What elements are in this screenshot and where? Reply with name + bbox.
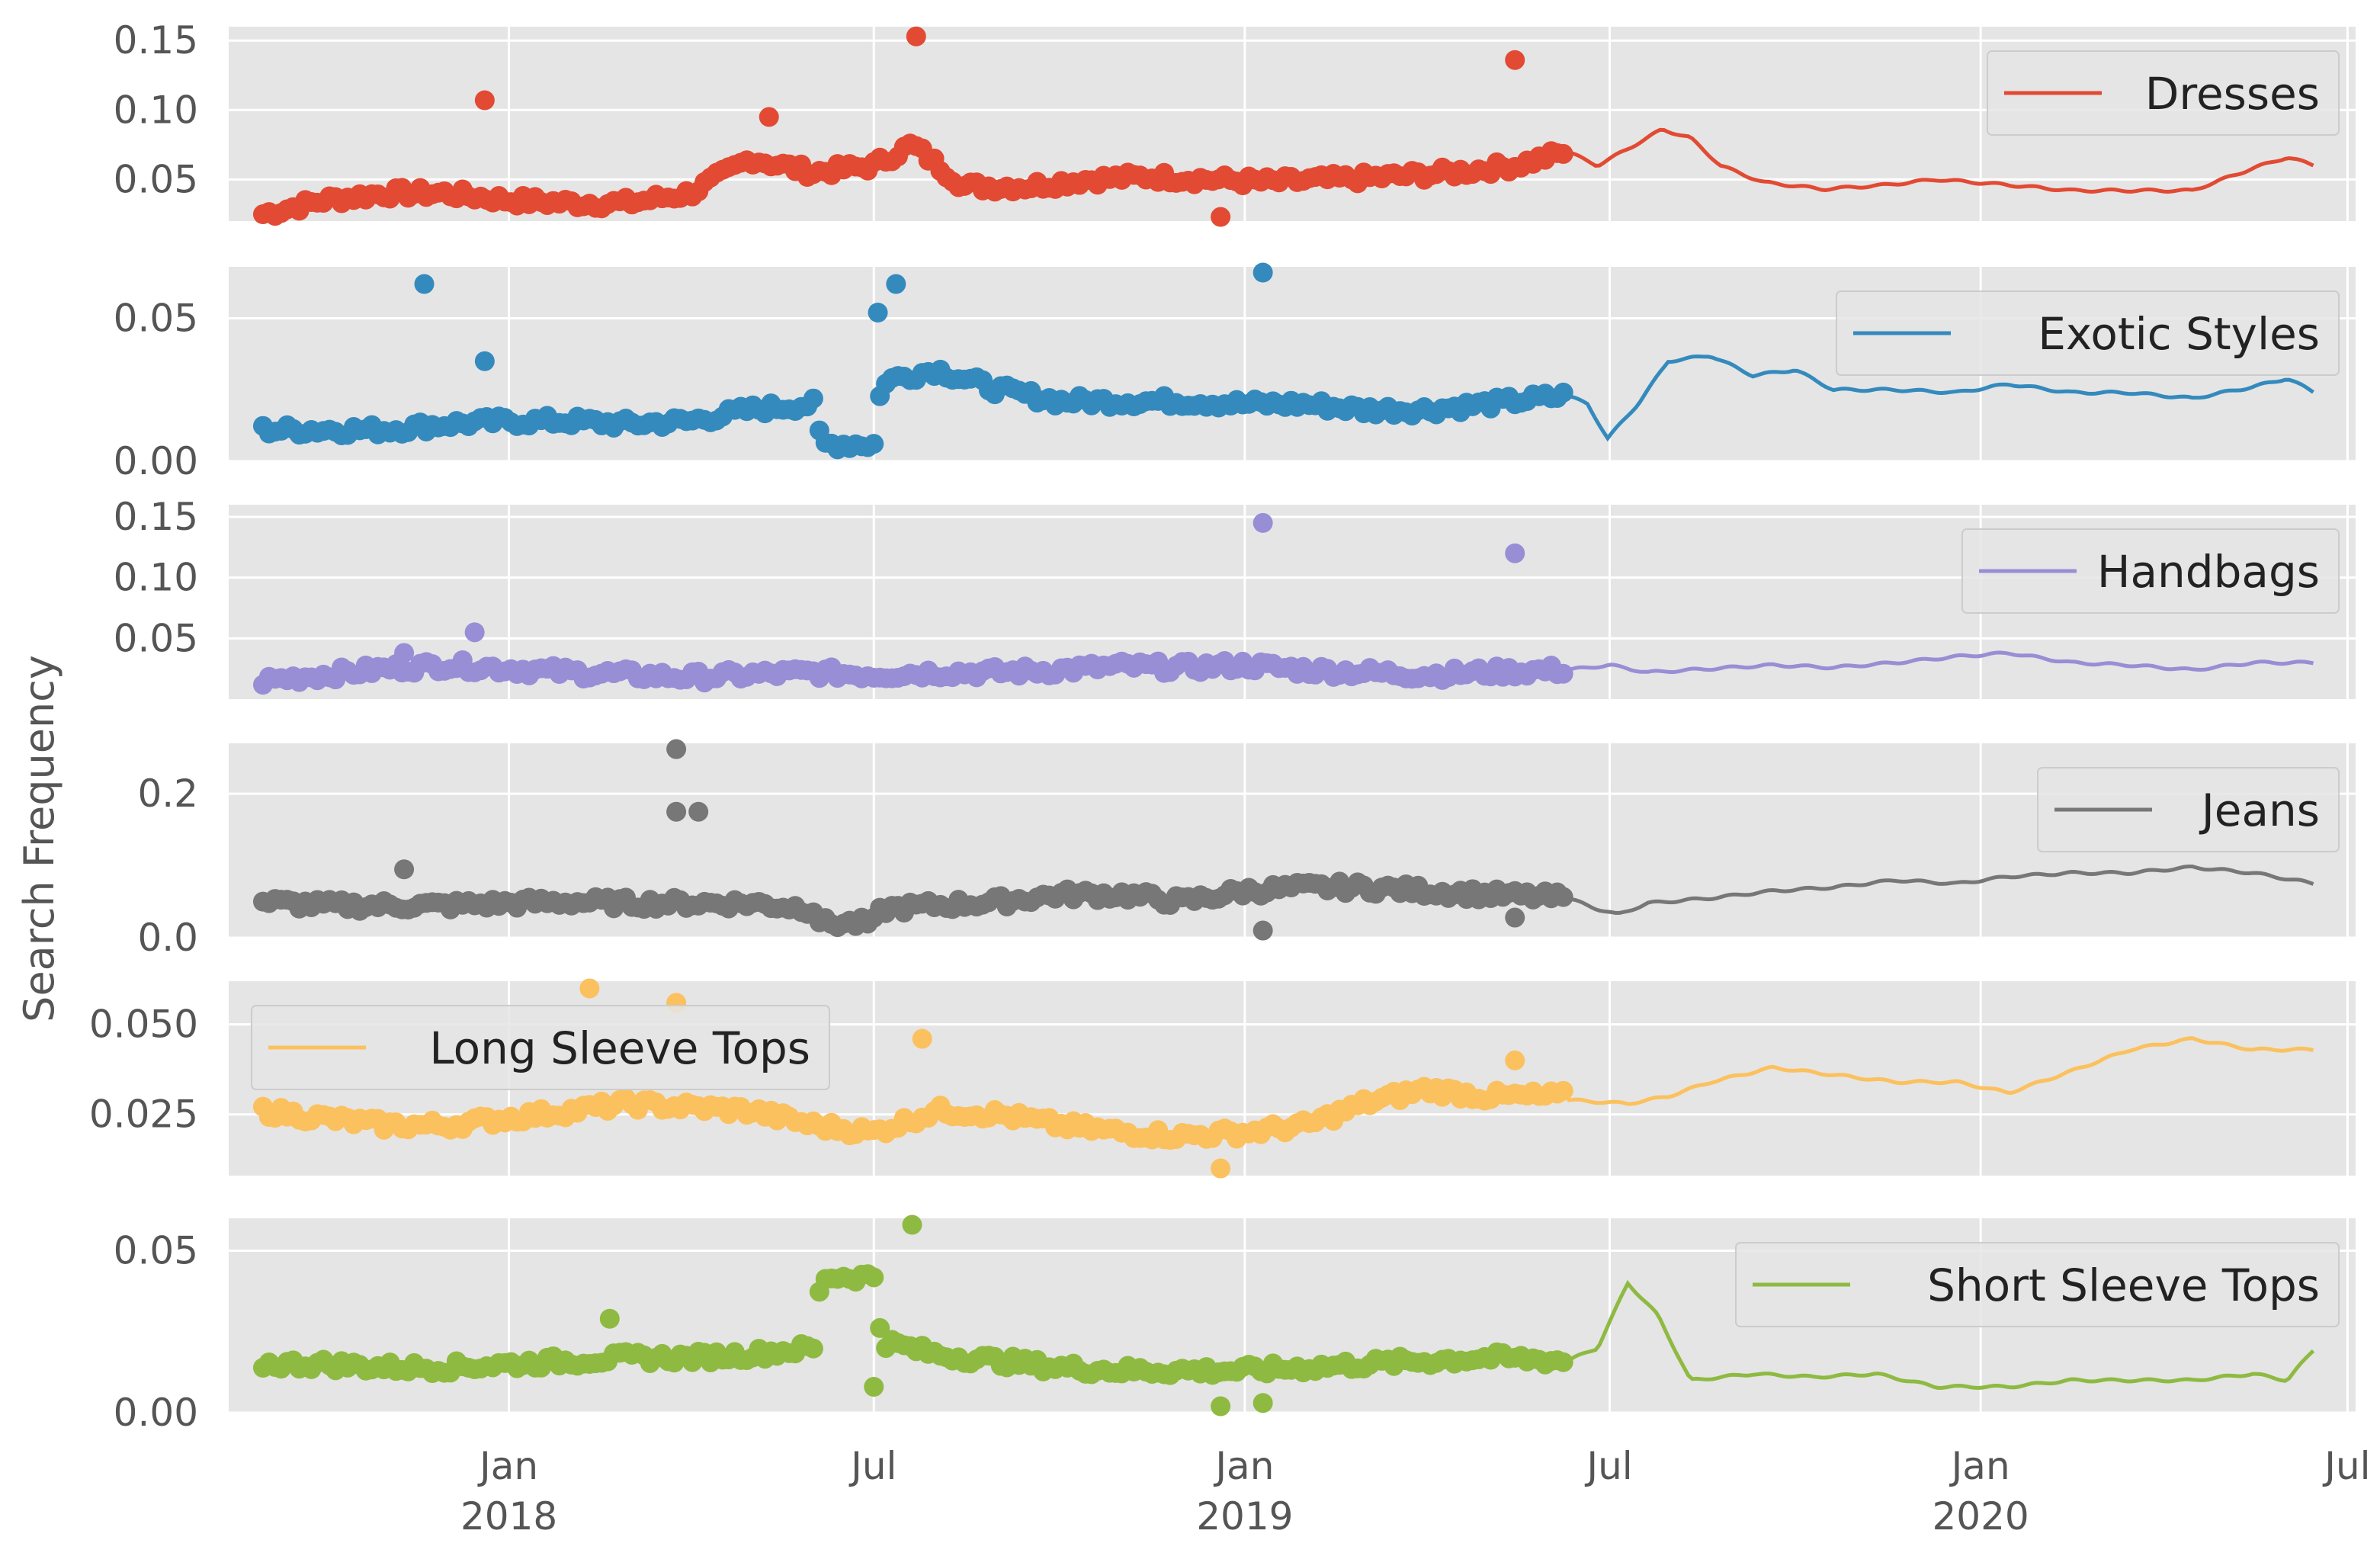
x-tick-label: Jan	[1949, 1444, 2010, 1488]
legend-box	[2037, 767, 2340, 852]
legend-label: Jeans	[2199, 785, 2320, 836]
legend-box	[251, 1005, 830, 1090]
outlier-point	[1505, 50, 1525, 70]
legend-box	[1987, 50, 2340, 136]
y-tick-label: 0.05	[114, 157, 198, 201]
data-point	[864, 1267, 884, 1288]
outlier-point	[666, 739, 687, 759]
legend: Dresses	[1987, 50, 2340, 136]
legend-label: Long Sleeve Tops	[429, 1022, 810, 1074]
outlier-point	[1505, 1050, 1525, 1070]
data-point	[1553, 382, 1573, 403]
outlier-point	[1211, 207, 1231, 227]
y-axis-label: Search Frequency	[15, 655, 63, 1022]
legend-box	[1836, 290, 2340, 376]
y-tick-label: 0.00	[114, 1391, 198, 1435]
outlier-point	[394, 643, 415, 663]
legend: Short Sleeve Tops	[1735, 1242, 2340, 1327]
outlier-point	[759, 107, 779, 127]
forecast-line	[1567, 650, 2314, 675]
x-axis: Jan 2018 Jul Jan 2019 Jul Jan 2020 Jul	[460, 1444, 2371, 1539]
y-tick-label: 0.05	[114, 1229, 198, 1273]
outlier-point	[1505, 907, 1525, 928]
outlier-point	[864, 1377, 884, 1397]
outlier-point	[1253, 512, 1273, 533]
legend: Jeans	[2037, 767, 2340, 852]
legend: Long Sleeve Tops	[251, 1005, 830, 1090]
data-point	[864, 434, 884, 454]
legend: Exotic Styles	[1836, 290, 2340, 376]
legend-box	[1961, 528, 2340, 614]
outlier-point	[1211, 1396, 1231, 1417]
data-point	[803, 1338, 823, 1359]
panel-1: 0.00 0.05 Exotic Styles	[114, 262, 2356, 483]
data-point	[1553, 1080, 1573, 1101]
legend-label: Dresses	[2145, 68, 2320, 120]
y-tick-label: 0.15	[114, 18, 198, 63]
data-point	[1553, 887, 1573, 907]
y-tick-label: 0.10	[114, 88, 198, 132]
outlier-point	[1253, 1393, 1273, 1413]
outlier-point	[1505, 543, 1525, 563]
legend-box	[1735, 1242, 2340, 1327]
x-tick-year-label: 2019	[1196, 1494, 1293, 1539]
outlier-point	[599, 1308, 620, 1329]
forecast-line	[1567, 354, 2314, 442]
panel-4: 0.025 0.050 Long Sleeve Tops	[89, 978, 2356, 1179]
x-tick-label: Jul	[2322, 1444, 2370, 1488]
outlier-point	[394, 859, 415, 880]
outlier-point	[474, 351, 495, 371]
panel-2: 0.05 0.10 0.15 Handbags	[114, 495, 2356, 699]
data-point	[1553, 663, 1573, 684]
y-tick-label: 0.2	[137, 772, 198, 816]
legend-label: Handbags	[2097, 546, 2320, 598]
x-tick-label: Jul	[1584, 1444, 1632, 1488]
forecast-line	[1567, 127, 2314, 194]
forecast-line	[1567, 865, 2314, 916]
outlier-point	[579, 978, 600, 999]
y-tick-label: 0.025	[89, 1093, 198, 1137]
data-point	[803, 388, 823, 409]
legend: Handbags	[1961, 528, 2340, 614]
x-tick-label: Jan	[477, 1444, 538, 1488]
data-point	[870, 1317, 890, 1338]
y-tick-label: 0.0	[137, 916, 198, 960]
outlier-point	[1253, 262, 1273, 283]
outlier-point	[474, 90, 495, 111]
outlier-point	[912, 1028, 932, 1049]
y-tick-label: 0.10	[114, 556, 198, 600]
outlier-point	[666, 801, 687, 822]
outlier-point	[906, 26, 926, 47]
forecast-line	[1566, 1279, 2315, 1391]
x-tick-label: Jul	[848, 1444, 897, 1488]
y-tick-label: 0.05	[114, 297, 198, 341]
legend-label: Short Sleeve Tops	[1927, 1259, 2320, 1311]
x-tick-year-label: 2020	[1932, 1494, 2029, 1539]
data-point	[1553, 1352, 1573, 1372]
panel-0: 0.05 0.10 0.15 Dresses	[114, 18, 2356, 227]
forecast-line	[1567, 1036, 2314, 1106]
outlier-point	[886, 274, 906, 294]
outlier-point	[902, 1214, 922, 1235]
outlier-point	[414, 274, 435, 294]
x-tick-year-label: 2018	[460, 1494, 557, 1539]
y-tick-label: 0.15	[114, 495, 198, 539]
panel-5: 0.00 0.05 Short Sleeve Tops	[114, 1214, 2356, 1435]
x-tick-label: Jan	[1213, 1444, 1274, 1488]
y-tick-label: 0.00	[114, 439, 198, 483]
data-point	[1553, 143, 1573, 164]
y-tick-label: 0.050	[89, 1003, 198, 1047]
outlier-point	[868, 303, 888, 322]
outlier-point	[1211, 1158, 1231, 1179]
y-tick-label: 0.05	[114, 616, 198, 660]
outlier-point	[688, 801, 709, 822]
outlier-point	[1253, 920, 1273, 941]
outlier-point	[464, 622, 485, 643]
panels-layer: 0.05 0.10 0.15 Dresses 0.00 0.05 Exotic Styles…	[89, 18, 2356, 1435]
panel-3: 0.0 0.2 Jeans	[137, 739, 2356, 960]
legend-label: Exotic Styles	[2038, 308, 2320, 360]
